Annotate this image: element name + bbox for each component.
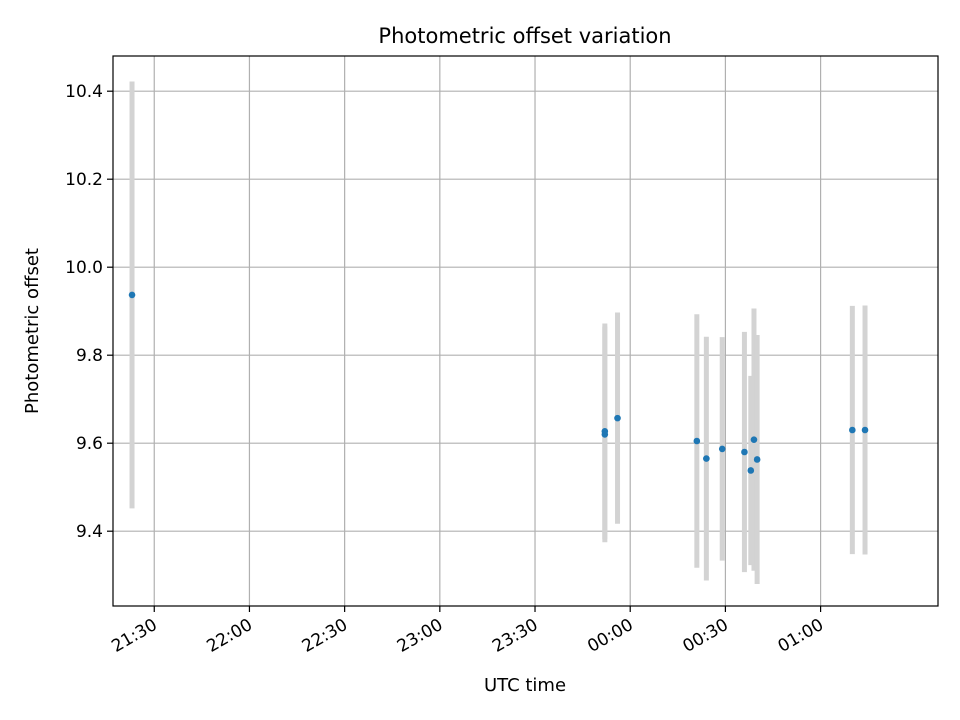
y-axis-ticks: 9.4 9.6 9.8 10.0 10.2 10.4 bbox=[65, 82, 113, 542]
x-tick-label: 00:00 bbox=[584, 615, 636, 657]
x-tick-label: 22:30 bbox=[299, 615, 351, 657]
y-tick-label: 10.4 bbox=[65, 82, 103, 102]
data-point bbox=[849, 426, 856, 434]
x-tick-label: 01:00 bbox=[775, 615, 827, 657]
y-tick-label: 9.8 bbox=[76, 346, 103, 366]
y-tick-label: 10.2 bbox=[65, 170, 103, 190]
data-point bbox=[750, 436, 758, 443]
x-tick-label: 22:00 bbox=[204, 615, 256, 657]
data-point bbox=[703, 455, 710, 462]
y-axis-label: Photometric offset bbox=[22, 248, 43, 414]
data-points bbox=[128, 291, 869, 474]
chart-title: Photometric offset variation bbox=[378, 24, 671, 48]
data-point bbox=[128, 291, 136, 299]
x-tick-label: 21:30 bbox=[108, 615, 160, 657]
data-point bbox=[614, 414, 621, 422]
data-point bbox=[601, 428, 609, 435]
x-tick-label: 23:00 bbox=[394, 615, 446, 657]
data-point bbox=[741, 448, 748, 456]
data-point bbox=[861, 426, 869, 434]
y-tick-label: 9.6 bbox=[76, 434, 103, 454]
data-point bbox=[753, 456, 761, 463]
x-axis-ticks: 21:30 22:00 22:30 23:00 23:30 00:00 00:30 01:00 bbox=[108, 606, 827, 657]
x-tick-label: 00:30 bbox=[679, 615, 731, 657]
data-point bbox=[747, 467, 755, 474]
x-axis-label: UTC time bbox=[484, 675, 566, 696]
y-tick-label: 9.4 bbox=[76, 522, 103, 542]
x-tick-label: 23:30 bbox=[489, 615, 541, 657]
data-point bbox=[693, 437, 701, 445]
error-bars bbox=[129, 81, 868, 584]
y-tick-label: 10.0 bbox=[65, 258, 103, 278]
data-point bbox=[718, 445, 726, 453]
plot-area-frame bbox=[112, 55, 939, 607]
grid bbox=[113, 56, 938, 606]
